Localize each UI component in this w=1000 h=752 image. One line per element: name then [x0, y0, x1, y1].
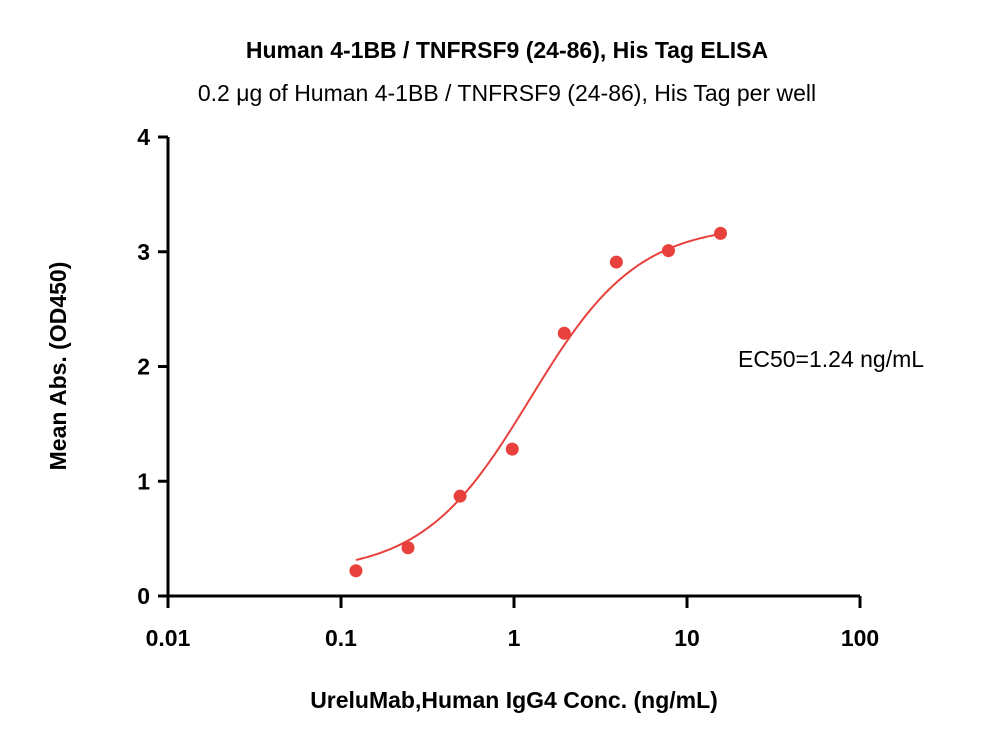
x-axis-label: UreluMab,Human IgG4 Conc. (ng/mL)	[310, 687, 718, 713]
data-point	[505, 442, 519, 456]
data-point	[401, 541, 415, 555]
chart-title: Human 4-1BB / TNFRSF9 (24-86), His Tag E…	[246, 37, 768, 63]
fit-curve	[355, 232, 721, 561]
x-tick-label: 1	[508, 625, 521, 651]
data-point	[609, 255, 623, 269]
fit-curve-layer	[355, 232, 721, 561]
y-tick-label: 0	[137, 583, 150, 609]
y-tick-label: 4	[137, 124, 150, 150]
data-point	[557, 326, 571, 340]
chart-subtitle: 0.2 μg of Human 4-1BB / TNFRSF9 (24-86),…	[198, 80, 816, 106]
data-point	[453, 489, 467, 503]
y-tick-label: 2	[137, 354, 150, 380]
data-points	[349, 226, 728, 578]
x-tick-label: 100	[841, 625, 879, 651]
ec50-annotation: EC50=1.24 ng/mL	[738, 346, 924, 372]
y-tick-label: 1	[137, 468, 150, 494]
data-point	[661, 244, 675, 258]
x-tick-label: 10	[674, 625, 700, 651]
axes: 0 1 2 3 4 0.01 0.1 1 10 100	[137, 124, 879, 651]
data-point	[349, 564, 363, 578]
x-tick-label: 0.1	[325, 625, 357, 651]
y-tick-label: 3	[137, 239, 150, 265]
y-axis-label: Mean Abs. (OD450)	[45, 262, 71, 471]
x-tick-label: 0.01	[146, 625, 191, 651]
data-point	[714, 226, 728, 240]
